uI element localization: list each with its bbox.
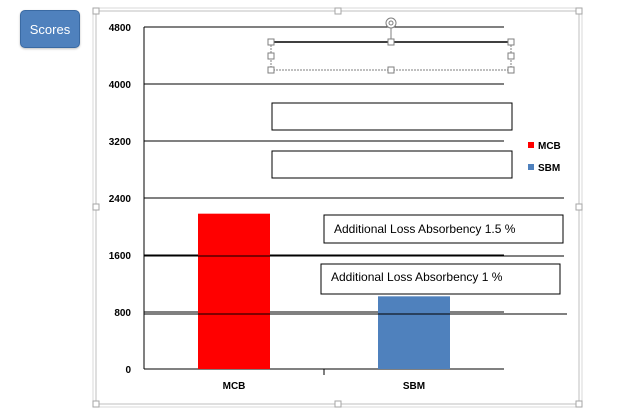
x-tick-label-sbm: SBM [403,381,425,392]
frame-handles[interactable] [92,7,583,408]
bars [198,213,450,369]
y-tick-label: 0 [125,365,131,376]
legend-swatch-mcb [528,142,534,148]
annotation-box-2-border[interactable] [320,263,561,295]
textbox-handle-mr[interactable] [507,52,515,60]
textbox-handle-ml[interactable] [267,52,275,60]
bar-sbm[interactable] [378,296,450,369]
annotation-box-1-border[interactable] [323,214,564,244]
legend-label-mcb: MCB [538,141,561,152]
annotation-box-1[interactable]: Additional Loss Absorbency 1.5 % [323,214,564,244]
annotation-box-2-text: Additional Loss Absorbency 1 % [331,270,503,284]
textbox-handle-tm[interactable] [387,38,395,46]
rotate-handle-icon[interactable] [385,17,397,29]
textbox-handle-bl[interactable] [267,66,275,74]
x-tick-label-mcb: MCB [223,381,246,392]
rotate-handle-inner [388,20,394,26]
frame-handle-br[interactable] [575,400,583,408]
empty-textbox-2[interactable] [271,150,513,179]
textbox-handle-bm[interactable] [387,66,395,74]
frame-handle-tr[interactable] [575,7,583,15]
frame-handle-bm[interactable] [334,400,342,408]
frame-handle-tm[interactable] [334,7,342,15]
textbox-handle-br[interactable] [507,66,515,74]
y-tick-label: 2400 [109,194,132,205]
frame-handle-mr[interactable] [575,203,583,211]
x-axis-labels: MCB SBM [223,381,426,392]
scores-button[interactable]: Scores [20,10,80,48]
selected-textbox[interactable] [267,17,515,74]
textbox-handle-tr[interactable] [507,38,515,46]
y-tick-label: 4000 [109,80,132,91]
y-tick-label: 4800 [109,23,132,34]
bar-mcb[interactable] [198,213,270,369]
annotation-box-2[interactable]: Additional Loss Absorbency 1 % [320,263,561,295]
y-tick-label: 1600 [109,251,132,262]
legend[interactable]: MCB SBM [528,141,561,174]
textbox-handle-tl[interactable] [267,38,275,46]
y-tick-label: 800 [114,308,131,319]
annotation-box-1-text: Additional Loss Absorbency 1.5 % [334,222,516,236]
selected-textbox-border[interactable] [270,41,512,71]
empty-textbox-1[interactable] [271,102,513,131]
legend-swatch-sbm [528,164,534,170]
y-tick-label: 3200 [109,137,132,148]
frame-handle-tl[interactable] [92,7,100,15]
frame-handle-ml[interactable] [92,203,100,211]
frame-handle-bl[interactable] [92,400,100,408]
legend-label-sbm: SBM [538,163,560,174]
y-axis-ticks: 0 800 1600 2400 3200 4000 4800 [109,23,132,376]
